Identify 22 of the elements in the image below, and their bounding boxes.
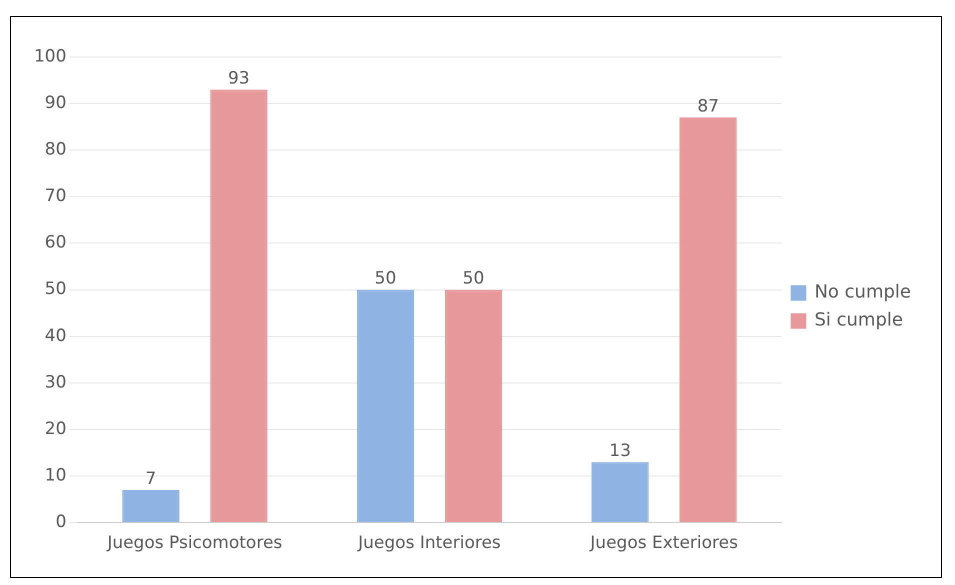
- data-label: 87: [697, 96, 719, 116]
- legend-label: Si cumple: [814, 310, 903, 331]
- x-tick-label: Juegos Exteriores: [589, 533, 738, 554]
- data-label: 50: [374, 268, 396, 289]
- data-label: 13: [609, 440, 631, 461]
- data-label: 93: [228, 68, 250, 89]
- x-tick-label: Juegos Psicomotores: [106, 533, 282, 554]
- y-tick-label: 30: [44, 372, 66, 392]
- y-tick-label: 0: [56, 512, 66, 532]
- y-tick-label: 50: [44, 279, 66, 300]
- y-tick-label: 90: [44, 92, 66, 113]
- y-tick-label: 100: [34, 46, 66, 66]
- x-tick-label: Juegos Interiores: [357, 533, 501, 554]
- y-tick-label: 70: [44, 186, 66, 206]
- y-tick-label: 40: [44, 326, 66, 346]
- legend-label: No cumple: [814, 282, 912, 303]
- y-tick-label: 20: [44, 418, 66, 439]
- data-label: 7: [145, 468, 156, 489]
- y-tick-label: 60: [44, 232, 66, 253]
- data-label: 50: [462, 268, 484, 289]
- y-tick-label: 80: [44, 140, 66, 160]
- y-tick-label: 10: [44, 465, 66, 486]
